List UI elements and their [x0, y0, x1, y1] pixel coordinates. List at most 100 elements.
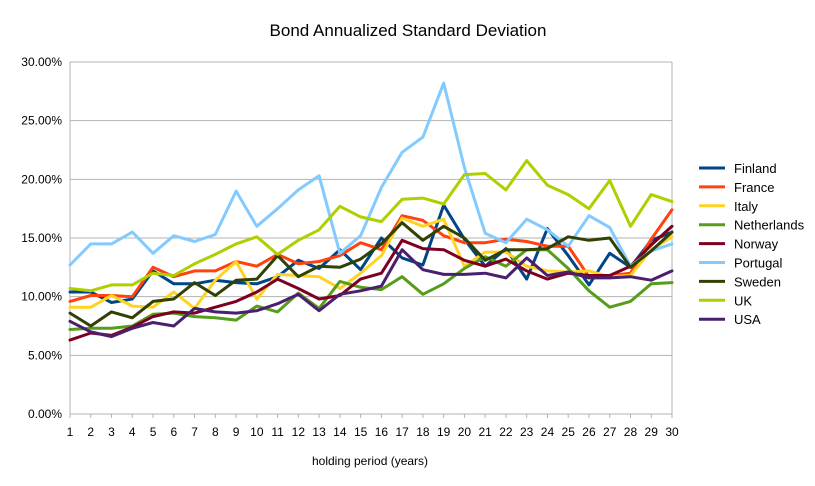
- data-point: [567, 267, 570, 270]
- data-point: [608, 276, 611, 280]
- data-point: [670, 235, 674, 239]
- data-point: [421, 293, 425, 296]
- data-point: [567, 270, 570, 274]
- data-point: [297, 262, 300, 266]
- data-point: [234, 242, 238, 246]
- data-point: [131, 297, 134, 301]
- data-point: [110, 301, 113, 304]
- data-point: [670, 281, 674, 284]
- data-point: [89, 324, 92, 328]
- data-point: [172, 310, 175, 314]
- data-point: [214, 253, 217, 256]
- data-point: [234, 260, 238, 263]
- data-point: [525, 264, 528, 268]
- data-point: [255, 290, 259, 294]
- data-point: [89, 330, 92, 334]
- x-tick-label: 9: [233, 425, 240, 439]
- x-tick-label: 17: [395, 425, 409, 439]
- x-tick-label: 11: [271, 425, 284, 439]
- x-tick-label: 25: [562, 425, 576, 439]
- data-point: [504, 276, 508, 280]
- data-point: [172, 234, 175, 237]
- data-point: [234, 300, 238, 303]
- data-point: [442, 225, 445, 228]
- data-point: [525, 256, 528, 260]
- data-point: [338, 293, 342, 296]
- data-point: [380, 284, 383, 288]
- data-point: [151, 315, 155, 318]
- x-tick-label: 21: [478, 425, 492, 439]
- data-point: [68, 263, 72, 267]
- data-point: [587, 239, 591, 242]
- data-point: [110, 283, 113, 287]
- plot-series: [68, 81, 674, 342]
- data-point: [421, 196, 425, 200]
- data-point: [525, 218, 528, 221]
- legend-item: Portugal: [699, 256, 783, 271]
- data-point: [110, 335, 113, 338]
- data-point: [587, 214, 591, 217]
- data-point: [131, 230, 134, 234]
- data-point: [650, 193, 653, 196]
- series-line: [68, 216, 674, 310]
- data-point: [670, 230, 674, 234]
- data-point: [442, 218, 445, 221]
- data-point: [193, 281, 196, 284]
- data-point: [670, 242, 674, 246]
- data-point: [68, 306, 72, 309]
- x-tick-label: 6: [170, 425, 177, 439]
- series-uk: [68, 159, 674, 293]
- data-point: [193, 269, 196, 273]
- data-point: [483, 232, 487, 235]
- legend-item: Finland: [699, 161, 777, 176]
- x-tick-label: 28: [624, 425, 638, 439]
- data-point: [670, 208, 674, 212]
- data-point: [421, 219, 425, 222]
- x-tick-label: 26: [582, 425, 596, 439]
- data-point: [463, 166, 466, 169]
- data-point: [255, 225, 259, 228]
- x-tick-label: 10: [250, 425, 264, 439]
- legend: Finland France Italy Netherlands Norway Portu…: [699, 161, 805, 327]
- data-point: [504, 188, 508, 192]
- data-point: [483, 272, 487, 275]
- data-point: [359, 241, 362, 244]
- data-point: [380, 248, 383, 251]
- data-point: [338, 205, 342, 208]
- y-tick-label: 25.00%: [21, 114, 62, 128]
- data-point: [442, 202, 445, 206]
- data-point: [317, 297, 321, 301]
- data-point: [68, 300, 72, 303]
- x-axis-tick-labels: 1 2 3 4 5 6 7 8 9 10 11 12 13 14 15 16 17 18 19 20 21 22 23 24 2…: [67, 425, 679, 439]
- data-point: [214, 306, 217, 309]
- data-point: [89, 327, 92, 330]
- data-point: [151, 321, 155, 324]
- data-point: [131, 327, 134, 330]
- y-tick-label: 10.00%: [21, 290, 62, 304]
- data-point: [483, 259, 487, 262]
- data-point: [172, 297, 175, 301]
- data-point: [131, 304, 134, 308]
- data-point: [442, 81, 445, 85]
- series-line: [68, 221, 674, 328]
- legend-label: Portugal: [734, 256, 783, 271]
- data-point: [587, 269, 591, 273]
- data-point: [317, 174, 321, 178]
- data-point: [193, 240, 196, 243]
- data-point: [400, 256, 404, 260]
- data-point: [151, 266, 155, 269]
- data-point: [338, 280, 342, 283]
- x-tick-label: 19: [437, 425, 451, 439]
- data-point: [172, 324, 175, 328]
- data-point: [255, 304, 259, 308]
- data-point: [255, 264, 259, 268]
- data-point: [483, 172, 487, 175]
- data-point: [234, 318, 238, 322]
- data-point: [297, 287, 300, 290]
- y-tick-label: 15.00%: [21, 231, 62, 245]
- data-point: [89, 242, 92, 246]
- legend-item: Netherlands: [699, 218, 805, 233]
- data-point: [463, 236, 466, 240]
- data-point: [525, 248, 528, 251]
- data-point: [151, 313, 155, 316]
